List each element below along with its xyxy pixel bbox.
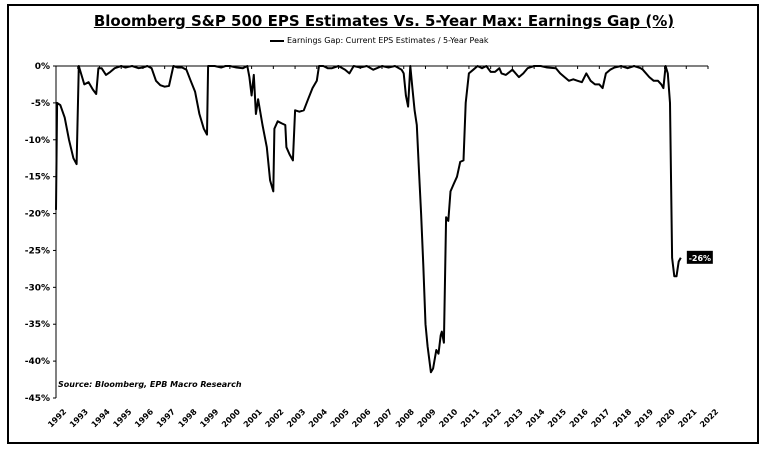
x-tick-label: 1999 <box>198 407 220 429</box>
y-tick-label: -30% <box>25 283 50 293</box>
legend-swatch <box>270 39 284 42</box>
x-tick: 2020 <box>655 66 677 429</box>
x-tick: 2005 <box>329 66 351 429</box>
y-axis: 0% -5% -10% -15% -20% -25% -30% -35% -40% -45% <box>25 62 57 404</box>
x-tick-label: 2000 <box>220 407 242 429</box>
y-tick-label: -45% <box>25 394 50 404</box>
y-tick: -20% <box>25 210 56 220</box>
x-tick-label: 2013 <box>503 407 525 429</box>
y-tick-label: 0% <box>35 62 50 72</box>
x-tick-label: 2012 <box>481 407 503 429</box>
x-axis: 1992 1993 1994 1995 1996 1997 1998 1999 2000 2001… <box>46 65 720 429</box>
x-tick: 2013 <box>503 66 525 429</box>
x-tick-label: 2006 <box>350 407 372 429</box>
x-tick: 2011 <box>459 66 482 429</box>
x-tick-label: 2020 <box>655 407 677 429</box>
x-tick-label: 2005 <box>329 407 351 429</box>
y-tick-label: -20% <box>25 210 50 220</box>
series-line-earnings-gap <box>55 65 682 374</box>
x-tick-label: 1994 <box>90 407 112 429</box>
y-tick: 0% <box>35 62 56 72</box>
x-tick-label: 2011 <box>459 407 481 429</box>
y-tick: -30% <box>25 283 56 293</box>
x-tick: 2019 <box>633 66 655 429</box>
x-tick: 1997 <box>155 66 177 429</box>
x-tick: 1993 <box>68 66 90 429</box>
y-tick-label: -35% <box>25 320 50 330</box>
x-tick: 2000 <box>220 66 242 429</box>
x-tick: 2016 <box>568 66 590 429</box>
y-tick: -25% <box>25 246 56 256</box>
chart-title: Bloomberg S&P 500 EPS Estimates Vs. 5-Ye… <box>93 12 675 30</box>
y-tick-label: -40% <box>25 357 50 367</box>
x-tick: 2006 <box>350 66 373 429</box>
x-tick: 2012 <box>481 66 503 429</box>
x-tick-label: 2019 <box>633 407 655 429</box>
x-tick-label: 2018 <box>611 407 633 429</box>
x-tick-label: 1992 <box>46 407 68 429</box>
y-tick: -45% <box>25 394 56 404</box>
y-tick-label: -10% <box>25 136 50 146</box>
x-tick: 2014 <box>524 66 547 429</box>
x-tick-label: 2003 <box>285 407 307 429</box>
x-tick-label: 2021 <box>676 407 698 429</box>
x-tick-label: 2016 <box>568 407 590 429</box>
x-tick: 2003 <box>285 66 307 429</box>
y-tick-label: -25% <box>25 246 50 256</box>
x-tick-label: 2022 <box>698 407 720 429</box>
x-tick: 1994 <box>90 66 112 429</box>
x-tick: 2010 <box>437 66 460 429</box>
x-tick-label: 2009 <box>416 407 438 429</box>
y-tick: -10% <box>25 136 56 146</box>
x-tick-label: 1997 <box>155 407 177 429</box>
y-tick-label: -5% <box>31 99 50 109</box>
x-tick-label: 1998 <box>177 407 199 429</box>
x-tick: 2021 <box>676 66 699 429</box>
source-note: Source: Bloomberg, EPB Macro Research <box>58 380 242 389</box>
x-tick-label: 1996 <box>133 407 155 429</box>
x-tick-label: 2014 <box>524 407 546 429</box>
legend: Earnings Gap: Current EPS Estimates / 5-… <box>270 36 489 45</box>
x-tick: 2008 <box>394 66 416 429</box>
callout-label: -26% <box>686 250 713 264</box>
x-tick: 2007 <box>372 66 394 429</box>
x-tick-label: 1995 <box>111 407 133 429</box>
x-tick: 2002 <box>264 66 286 429</box>
chart-frame <box>7 4 759 444</box>
callout-text: -26% <box>689 254 711 263</box>
x-tick-label: 1993 <box>68 407 90 429</box>
x-tick: 1995 <box>111 66 134 429</box>
x-tick: 2018 <box>611 66 634 429</box>
x-tick-label: 2002 <box>264 407 286 429</box>
x-tick-label: 2010 <box>437 407 459 429</box>
y-tick: -40% <box>25 357 56 367</box>
x-tick: 2022 <box>698 66 720 429</box>
y-tick-label: -15% <box>25 173 50 183</box>
x-tick: 1996 <box>133 66 156 429</box>
y-tick: -35% <box>25 320 56 330</box>
x-tick-label: 2007 <box>372 407 394 429</box>
x-tick-label: 2001 <box>242 407 264 429</box>
y-tick: -15% <box>25 173 56 183</box>
legend-label: Earnings Gap: Current EPS Estimates / 5-… <box>287 36 489 45</box>
y-tick: -5% <box>31 99 56 109</box>
x-tick: 2015 <box>546 66 568 429</box>
x-tick-label: 2008 <box>394 407 416 429</box>
x-tick: 2017 <box>590 66 612 429</box>
x-tick: 2009 <box>416 66 438 429</box>
callout-box <box>686 250 713 264</box>
x-tick-label: 2015 <box>546 407 568 429</box>
x-tick-label: 2017 <box>590 407 612 429</box>
x-tick: 1998 <box>177 66 199 429</box>
x-tick-label: 2004 <box>307 407 329 429</box>
x-tick: 2004 <box>307 66 329 429</box>
